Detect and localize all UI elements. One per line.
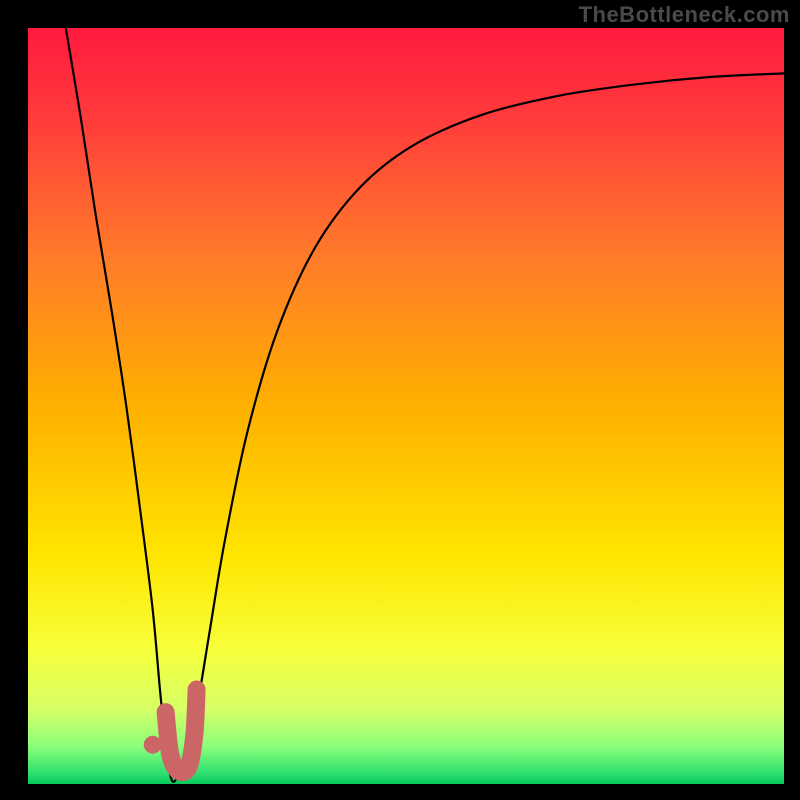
bottleneck-chart	[0, 0, 800, 800]
highlight-glyph-dot	[144, 736, 162, 754]
watermark-text: TheBottleneck.com	[579, 2, 790, 28]
chart-background-gradient	[28, 28, 784, 784]
